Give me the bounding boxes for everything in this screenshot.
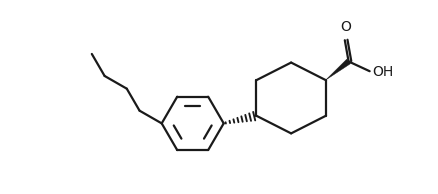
Text: O: O (340, 20, 351, 34)
Text: OH: OH (372, 65, 393, 79)
Polygon shape (326, 59, 350, 80)
